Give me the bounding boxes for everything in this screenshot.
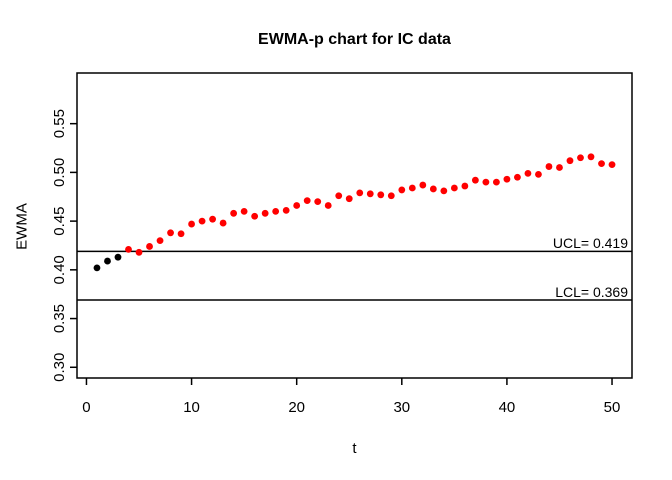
data-point [366, 190, 374, 198]
data-point [146, 243, 153, 250]
x-tick-label: 30 [393, 399, 410, 416]
y-tick-label: 0.40 [51, 255, 68, 284]
plot-box [76, 72, 633, 379]
data-point [104, 257, 111, 265]
x-axis-title: t [352, 440, 357, 457]
data-point [493, 178, 500, 186]
x-tick-label: 0 [82, 399, 90, 416]
data-point [261, 209, 269, 217]
data-point [93, 264, 101, 272]
data-point [450, 184, 458, 192]
data-point [440, 187, 448, 195]
y-tick-label: 0.35 [51, 304, 68, 333]
y-axis-title: EWMA [13, 203, 31, 250]
data-point [335, 192, 343, 200]
data-point [503, 175, 511, 183]
data-point [177, 230, 185, 238]
data-point [514, 173, 521, 181]
data-point [461, 182, 469, 190]
data-point [209, 215, 216, 223]
data-point [398, 186, 406, 194]
data-point [608, 161, 616, 168]
x-tick-label: 40 [499, 399, 516, 416]
data-point [282, 206, 290, 214]
data-point [314, 198, 322, 206]
data-point [219, 219, 227, 227]
data-point [482, 178, 490, 186]
data-point [293, 202, 301, 209]
data-point [324, 202, 332, 209]
data-point [535, 170, 542, 178]
chart-title: EWMA-p chart for IC data [258, 31, 451, 48]
data-point [156, 237, 164, 245]
x-tick-label: 20 [288, 399, 305, 416]
y-tick-label: 0.45 [51, 207, 68, 236]
data-point [356, 189, 364, 197]
data-point [345, 195, 353, 203]
data-point [188, 220, 195, 228]
data-point [377, 191, 385, 199]
data-point [566, 157, 574, 165]
data-point [135, 248, 143, 256]
data-point [577, 154, 584, 162]
data-point [303, 197, 311, 205]
data-point [545, 163, 553, 170]
data-point [230, 209, 238, 217]
data-point [125, 245, 132, 253]
data-point [251, 212, 259, 220]
data-point [471, 176, 479, 184]
x-tick-label: 10 [183, 399, 200, 416]
data-point [240, 207, 248, 215]
x-tick-label: 50 [604, 399, 621, 416]
data-point [598, 160, 605, 168]
data-point [272, 207, 280, 215]
data-point [167, 229, 174, 237]
data-point [556, 164, 563, 171]
data-point [419, 181, 427, 189]
y-tick-label: 0.55 [51, 109, 68, 138]
lcl-label: LCL= 0.369 [555, 284, 628, 300]
data-point [429, 185, 437, 193]
data-point [198, 217, 206, 225]
data-point [114, 253, 122, 261]
data-point [408, 184, 416, 192]
data-point [587, 153, 595, 161]
y-tick-label: 0.30 [51, 353, 68, 382]
data-point [524, 169, 532, 177]
data-point [387, 192, 395, 200]
y-tick-label: 0.50 [51, 158, 68, 187]
ucl-label: UCL= 0.419 [552, 235, 628, 251]
